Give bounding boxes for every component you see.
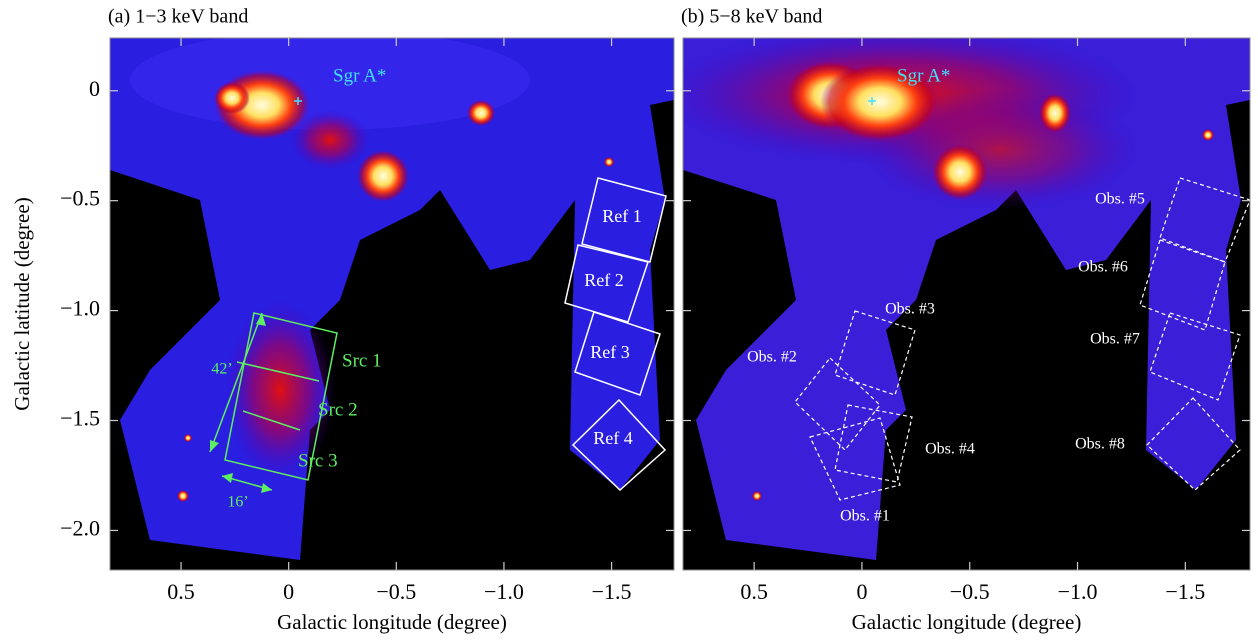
x-tick-label: −0.5 bbox=[950, 579, 990, 604]
annotation: Ref 2 bbox=[584, 270, 624, 290]
annotation: Obs. #4 bbox=[925, 441, 975, 458]
annotation: Ref 1 bbox=[602, 206, 642, 226]
plot-frame bbox=[682, 37, 1251, 571]
image-b bbox=[683, 38, 1250, 570]
x-tick-label: 0 bbox=[283, 579, 294, 604]
panel-title: (b) 5−8 keV band bbox=[681, 6, 822, 28]
y-tick-label: 0 bbox=[89, 76, 100, 101]
y-tick-label: −1.0 bbox=[60, 296, 100, 321]
annotation: Sgr A* bbox=[333, 65, 386, 86]
annotation: Obs. #7 bbox=[1090, 331, 1140, 348]
annotation: Obs. #5 bbox=[1095, 191, 1145, 208]
x-tick-label: 0.5 bbox=[167, 579, 195, 604]
y-tick-label: −1.5 bbox=[60, 406, 100, 431]
annotation: 16’ bbox=[227, 494, 248, 511]
plot-frame bbox=[109, 37, 675, 571]
annotation: Src 1 bbox=[342, 350, 382, 371]
x-tick-label: 0.5 bbox=[740, 579, 768, 604]
x-tick-label: −1.5 bbox=[1165, 579, 1205, 604]
annotation: Ref 4 bbox=[593, 428, 633, 448]
image-a bbox=[110, 38, 674, 570]
annotation: Sgr A* bbox=[897, 65, 950, 86]
panel-title: (a) 1−3 keV band bbox=[108, 6, 248, 28]
annotation: Obs. #8 bbox=[1075, 436, 1125, 453]
x-tick-label: −0.5 bbox=[376, 579, 416, 604]
annotation: 42’ bbox=[211, 361, 232, 378]
annotation: Src 2 bbox=[318, 399, 358, 420]
y-tick-label: −0.5 bbox=[60, 186, 100, 211]
y-tick-label: −2.0 bbox=[60, 515, 100, 540]
x-axis-label: Galactic longitude (degree) bbox=[277, 610, 507, 634]
annotation: Obs. #6 bbox=[1078, 259, 1128, 276]
annotation: Obs. #2 bbox=[747, 349, 797, 366]
y-axis-label: Galactic latitude (degree) bbox=[10, 197, 34, 410]
x-tick-label: 0 bbox=[856, 579, 867, 604]
x-tick-label: −1.0 bbox=[1058, 579, 1098, 604]
x-tick-label: −1.5 bbox=[592, 579, 632, 604]
annotation: Src 3 bbox=[298, 450, 338, 471]
annotation: Obs. #3 bbox=[885, 301, 935, 318]
annotation: Ref 3 bbox=[590, 342, 630, 362]
annotation: Obs. #1 bbox=[840, 508, 890, 525]
x-axis-label: Galactic longitude (degree) bbox=[852, 610, 1082, 634]
x-tick-label: −1.0 bbox=[484, 579, 524, 604]
